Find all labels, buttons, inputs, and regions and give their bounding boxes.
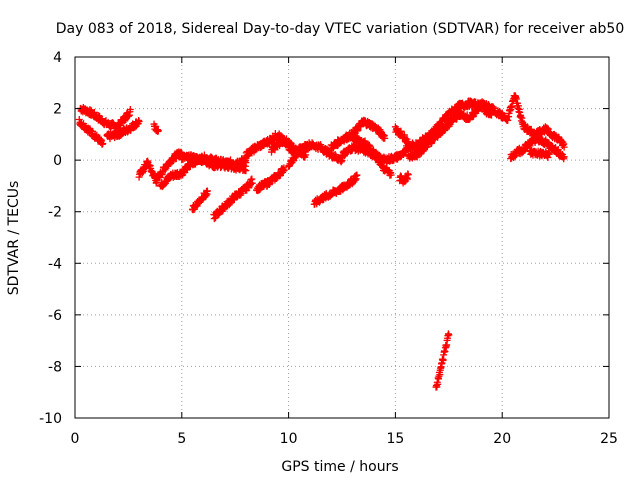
y-tick-label: -4 xyxy=(48,256,62,272)
y-tick-label: -2 xyxy=(48,205,62,221)
data-point xyxy=(381,134,389,142)
data-point xyxy=(154,127,162,135)
data-point xyxy=(387,171,395,179)
x-tick-label: 15 xyxy=(386,431,404,447)
chart-title: Day 083 of 2018, Sidereal Day-to-day VTE… xyxy=(56,21,625,37)
data-point xyxy=(135,118,143,126)
axis-ticks xyxy=(74,56,610,419)
data-point xyxy=(518,114,526,122)
y-tick-labels: -10 -8 -6 -4 -2 0 2 4 xyxy=(39,50,62,427)
data-point xyxy=(514,102,522,110)
data-point xyxy=(248,179,256,187)
data-point xyxy=(434,380,442,388)
x-tick-labels: 0 5 10 15 20 25 xyxy=(71,431,618,447)
x-tick-label: 25 xyxy=(600,431,618,447)
plot-frame xyxy=(74,56,610,419)
x-tick-label: 10 xyxy=(280,431,298,447)
y-tick-label: -8 xyxy=(48,359,62,375)
y-tick-label: -6 xyxy=(48,308,62,324)
data-point xyxy=(353,171,361,179)
grid xyxy=(75,57,609,418)
data-point xyxy=(203,187,211,195)
x-tick-label: 5 xyxy=(177,431,186,447)
data-point xyxy=(515,144,523,152)
data-point xyxy=(560,153,568,161)
x-tick-label: 0 xyxy=(71,431,80,447)
y-tick-label: 4 xyxy=(53,50,62,66)
x-tick-label: 20 xyxy=(493,431,511,447)
y-tick-label: 2 xyxy=(53,102,62,118)
y-axis-label: SDTVAR / TECUs xyxy=(6,181,22,296)
y-tick-label: -10 xyxy=(39,411,62,427)
data-point xyxy=(404,171,412,179)
data-point xyxy=(560,143,568,151)
data-point xyxy=(99,140,107,148)
x-axis-label: GPS time / hours xyxy=(281,459,398,475)
data-point xyxy=(280,166,288,174)
y-tick-label: 0 xyxy=(53,153,62,169)
data-point xyxy=(242,167,250,175)
data-points xyxy=(75,92,568,391)
data-point xyxy=(126,106,134,114)
data-point xyxy=(545,150,553,158)
data-point xyxy=(445,331,453,339)
